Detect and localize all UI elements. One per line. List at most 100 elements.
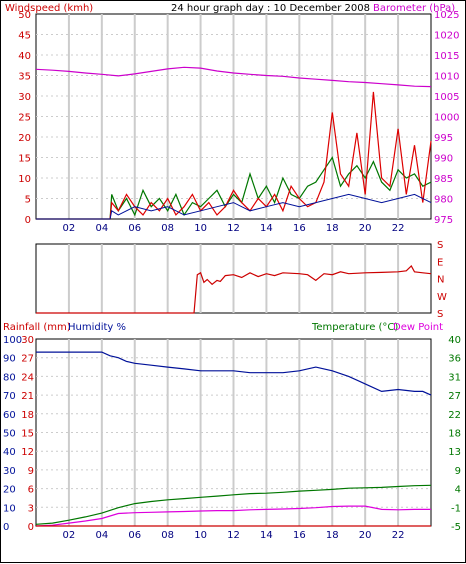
temperature-axis-title: Temperature (°C): [311, 322, 398, 333]
rainfall-axis-title: Rainfall (mm): [3, 322, 71, 333]
temp-ytick-40: 40: [448, 335, 461, 346]
series-temperature: [35, 484, 432, 525]
rain-ytick-21: 21: [21, 391, 34, 402]
humidity-ytick-100: 100: [3, 335, 22, 346]
baro-ytick-985: 985: [434, 174, 453, 185]
wind-xtick-12: 12: [227, 223, 240, 234]
rain-ytick-15: 15: [21, 429, 34, 440]
rain-ytick-30: 30: [21, 335, 34, 346]
rain-ytick-0: 0: [28, 522, 34, 533]
baro-ytick-980: 980: [434, 195, 453, 206]
baro-ytick-1025: 1025: [434, 10, 459, 21]
temp-ytick--5: -5: [451, 522, 461, 533]
rain-ytick-18: 18: [21, 410, 34, 421]
wind-xtick-08: 08: [161, 223, 174, 234]
wind-xtick-10: 10: [194, 223, 207, 234]
humidity-ytick-30: 30: [3, 466, 16, 477]
wind-xtick-02: 02: [63, 223, 76, 234]
temp-ytick-36: 36: [448, 354, 461, 365]
dir-ytick-0: S: [437, 240, 443, 251]
series-humidity: [36, 351, 432, 396]
wind-ytick-20: 20: [18, 133, 31, 144]
th-xtick-10: 10: [194, 530, 207, 541]
wind-ytick-30: 30: [18, 92, 31, 103]
humidity-ytick-20: 20: [3, 485, 16, 496]
baro-ytick-1005: 1005: [434, 92, 459, 103]
wind-xtick-04: 04: [95, 223, 108, 234]
chart-temperature-humidity: 0 0 -5 10 3 -1 20 6 4 30 9 9 40 12 13 50 15 18 60 18 22 70 21 2…: [3, 335, 461, 541]
wind-xtick-14: 14: [260, 223, 273, 234]
th-xtick-12: 12: [227, 530, 240, 541]
temp-ytick-22: 22: [448, 410, 461, 421]
humidity-ytick-90: 90: [3, 354, 16, 365]
wind-ytick-50: 50: [18, 10, 31, 21]
wind-xtick-16: 16: [293, 223, 306, 234]
baro-ytick-995: 995: [434, 133, 453, 144]
temp-ytick-31: 31: [448, 372, 461, 383]
dir-ytick-4: S: [437, 309, 443, 320]
page-title: 24 hour graph day : 10 December 2008: [171, 3, 370, 14]
humidity-ytick-40: 40: [3, 447, 16, 458]
humidity-ytick-50: 50: [3, 429, 16, 440]
rain-ytick-9: 9: [28, 466, 34, 477]
baro-ytick-1015: 1015: [434, 51, 459, 62]
th-xtick-22: 22: [392, 530, 405, 541]
dir-ytick-3: W: [437, 292, 447, 303]
humidity-ytick-60: 60: [3, 410, 16, 421]
baro-ytick-975: 975: [434, 215, 453, 226]
wind-ytick-40: 40: [18, 51, 31, 62]
wind-ytick-5: 5: [25, 195, 31, 206]
wind-xtick-18: 18: [326, 223, 339, 234]
dewpoint-axis-title: Dew Point: [393, 322, 443, 333]
series-winddirection: [36, 265, 432, 314]
rain-ytick-24: 24: [21, 372, 34, 383]
temp-ytick-18: 18: [448, 429, 461, 440]
th-xtick-14: 14: [260, 530, 273, 541]
temp-ytick--1: -1: [451, 503, 461, 514]
th-xtick-18: 18: [326, 530, 339, 541]
humidity-ytick-80: 80: [3, 372, 16, 383]
wind-ytick-25: 25: [18, 113, 31, 124]
wind-xtick-20: 20: [359, 223, 372, 234]
wind-ytick-45: 45: [18, 31, 31, 42]
humidity-ytick-70: 70: [3, 391, 16, 402]
temp-ytick-9: 9: [455, 466, 461, 477]
baro-ytick-990: 990: [434, 154, 453, 165]
dir-ytick-2: N: [437, 275, 444, 286]
th-xtick-20: 20: [359, 530, 372, 541]
series-barometer: [35, 66, 432, 88]
humidity-ytick-10: 10: [3, 503, 16, 514]
dir-ytick-1: E: [437, 257, 443, 268]
th-xtick-02: 02: [63, 530, 76, 541]
wind-xtick-06: 06: [128, 223, 141, 234]
th-xtick-16: 16: [293, 530, 306, 541]
rain-ytick-3: 3: [28, 503, 34, 514]
th-xtick-04: 04: [95, 530, 108, 541]
rain-ytick-12: 12: [21, 447, 34, 458]
humidity-ytick-0: 0: [3, 522, 9, 533]
baro-ytick-1010: 1010: [434, 72, 459, 83]
wind-ytick-35: 35: [18, 72, 31, 83]
rain-ytick-6: 6: [28, 485, 34, 496]
wind-ytick-0: 0: [25, 215, 31, 226]
temp-ytick-4: 4: [455, 485, 461, 496]
baro-ytick-1020: 1020: [434, 31, 459, 42]
th-xtick-08: 08: [161, 530, 174, 541]
wind-xtick-22: 22: [392, 223, 405, 234]
th-xtick-06: 06: [128, 530, 141, 541]
wind-ytick-10: 10: [18, 174, 31, 185]
humidity-axis-title: Humidity %: [68, 322, 126, 333]
temp-ytick-13: 13: [448, 447, 461, 458]
rain-ytick-27: 27: [21, 354, 34, 365]
wind-ytick-15: 15: [18, 154, 31, 165]
series-avgwind: [36, 193, 432, 220]
barometer-axis-title: Barometer (hPa): [373, 3, 455, 14]
chart-wind-barometer: 0510152025303540455097598098599099510001…: [18, 10, 459, 234]
series-dewpoint: [35, 505, 431, 527]
series-windspeed: [36, 91, 432, 220]
baro-ytick-1000: 1000: [434, 113, 459, 124]
temp-ytick-27: 27: [448, 391, 461, 402]
